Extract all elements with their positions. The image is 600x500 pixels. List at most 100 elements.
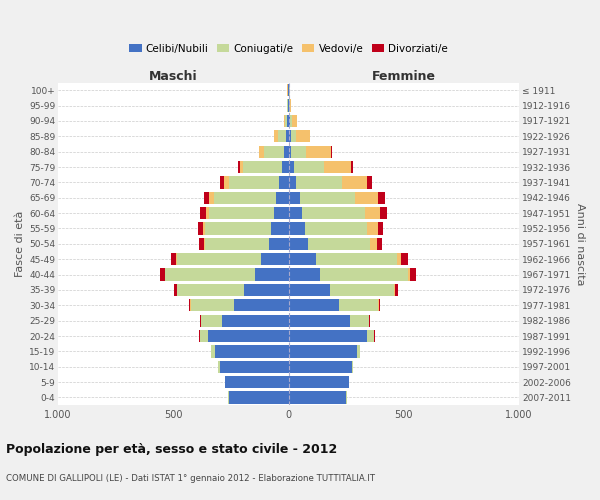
Bar xyxy=(209,207,274,220)
Bar xyxy=(377,238,382,250)
Bar xyxy=(200,330,208,342)
Bar xyxy=(377,222,383,234)
Bar xyxy=(189,299,190,312)
Bar xyxy=(289,330,367,342)
Bar xyxy=(289,345,358,358)
Bar xyxy=(229,392,289,404)
Bar xyxy=(214,192,276,204)
Bar xyxy=(224,176,229,188)
Bar xyxy=(215,345,289,358)
Bar xyxy=(289,376,349,388)
Bar xyxy=(350,314,369,327)
Text: Maschi: Maschi xyxy=(149,70,198,83)
Bar xyxy=(289,268,320,280)
Bar xyxy=(395,284,398,296)
Bar xyxy=(201,314,222,327)
Bar xyxy=(289,238,308,250)
Bar xyxy=(316,253,397,266)
Bar xyxy=(407,268,410,280)
Y-axis label: Fasce di età: Fasce di età xyxy=(15,210,25,277)
Bar xyxy=(329,284,394,296)
Bar xyxy=(358,345,360,358)
Bar xyxy=(289,146,292,158)
Bar xyxy=(289,207,302,220)
Bar xyxy=(342,176,367,188)
Bar xyxy=(290,115,292,127)
Bar xyxy=(394,284,395,296)
Bar xyxy=(292,115,297,127)
Bar xyxy=(261,253,289,266)
Bar xyxy=(174,284,176,296)
Bar xyxy=(206,207,209,220)
Bar xyxy=(218,360,220,373)
Bar xyxy=(289,100,290,112)
Bar xyxy=(282,161,289,173)
Bar xyxy=(378,192,385,204)
Text: Femmine: Femmine xyxy=(372,70,436,83)
Bar xyxy=(191,299,235,312)
Bar xyxy=(286,130,289,142)
Bar xyxy=(296,176,342,188)
Bar xyxy=(284,115,285,127)
Bar xyxy=(203,192,209,204)
Bar xyxy=(242,161,282,173)
Bar xyxy=(300,192,355,204)
Bar xyxy=(225,376,289,388)
Bar xyxy=(211,345,215,358)
Bar xyxy=(307,146,331,158)
Bar xyxy=(238,161,240,173)
Bar xyxy=(278,130,286,142)
Bar xyxy=(289,253,316,266)
Bar xyxy=(203,238,205,250)
Bar xyxy=(365,207,380,220)
Bar xyxy=(323,161,351,173)
Bar xyxy=(177,284,244,296)
Bar xyxy=(280,176,289,188)
Bar xyxy=(370,238,377,250)
Bar xyxy=(276,192,289,204)
Bar xyxy=(244,284,289,296)
Bar xyxy=(289,161,294,173)
Bar xyxy=(177,253,261,266)
Bar xyxy=(380,207,387,220)
Bar xyxy=(264,146,284,158)
Bar xyxy=(331,146,332,158)
Bar xyxy=(199,238,203,250)
Bar xyxy=(379,299,380,312)
Bar xyxy=(305,222,367,234)
Bar xyxy=(205,238,269,250)
Bar xyxy=(367,176,372,188)
Bar xyxy=(160,268,165,280)
Bar xyxy=(397,253,401,266)
Bar xyxy=(401,253,407,266)
Bar xyxy=(351,161,353,173)
Bar xyxy=(172,253,176,266)
Bar xyxy=(289,314,350,327)
Bar xyxy=(200,207,206,220)
Bar xyxy=(208,330,289,342)
Bar xyxy=(291,130,296,142)
Bar xyxy=(222,314,289,327)
Bar xyxy=(205,222,271,234)
Bar xyxy=(284,146,289,158)
Bar xyxy=(285,115,287,127)
Bar xyxy=(378,299,379,312)
Bar xyxy=(369,314,370,327)
Bar xyxy=(292,146,307,158)
Bar xyxy=(274,130,278,142)
Bar xyxy=(274,207,289,220)
Bar xyxy=(294,161,323,173)
Text: COMUNE DI GALLIPOLI (LE) - Dati ISTAT 1° gennaio 2012 - Elaborazione TUTTITALIA.: COMUNE DI GALLIPOLI (LE) - Dati ISTAT 1°… xyxy=(6,474,375,483)
Y-axis label: Anni di nascita: Anni di nascita xyxy=(575,202,585,285)
Bar xyxy=(367,222,377,234)
Bar xyxy=(203,222,205,234)
Bar xyxy=(289,392,346,404)
Bar xyxy=(296,130,310,142)
Bar xyxy=(289,192,300,204)
Bar xyxy=(410,268,416,280)
Bar xyxy=(166,268,255,280)
Bar xyxy=(271,222,289,234)
Bar xyxy=(290,100,291,112)
Bar xyxy=(289,115,290,127)
Bar xyxy=(220,176,224,188)
